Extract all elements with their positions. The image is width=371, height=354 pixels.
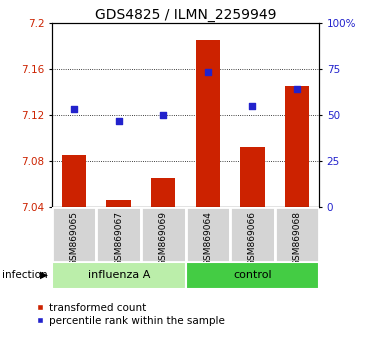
Bar [275, 207, 319, 262]
Point [205, 70, 211, 75]
Text: infection: infection [2, 270, 47, 280]
Text: GSM869068: GSM869068 [292, 211, 301, 267]
Point [294, 86, 300, 91]
Bar [106, 200, 131, 207]
Legend: transformed count, percentile rank within the sample: transformed count, percentile rank withi… [35, 303, 225, 326]
Point [249, 103, 255, 109]
Bar [52, 207, 96, 262]
Bar [96, 207, 141, 262]
Bar [141, 207, 186, 262]
Text: GSM869066: GSM869066 [248, 211, 257, 267]
Title: GDS4825 / ILMN_2259949: GDS4825 / ILMN_2259949 [95, 8, 276, 22]
Text: GSM869067: GSM869067 [114, 211, 123, 267]
Bar [285, 86, 309, 207]
Text: influenza A: influenza A [88, 270, 150, 280]
Text: GSM869065: GSM869065 [70, 211, 79, 267]
Bar [186, 207, 230, 262]
Text: ▶: ▶ [40, 270, 48, 280]
Bar [151, 178, 175, 207]
Text: control: control [233, 270, 272, 280]
Text: GSM869069: GSM869069 [159, 211, 168, 267]
Bar [196, 40, 220, 207]
Point [116, 118, 122, 124]
Bar [52, 262, 186, 289]
Bar [230, 207, 275, 262]
Text: GSM869064: GSM869064 [203, 211, 212, 266]
Point [160, 112, 166, 118]
Point [71, 107, 77, 112]
Bar [186, 262, 319, 289]
Bar [240, 147, 265, 207]
Bar [62, 155, 86, 207]
